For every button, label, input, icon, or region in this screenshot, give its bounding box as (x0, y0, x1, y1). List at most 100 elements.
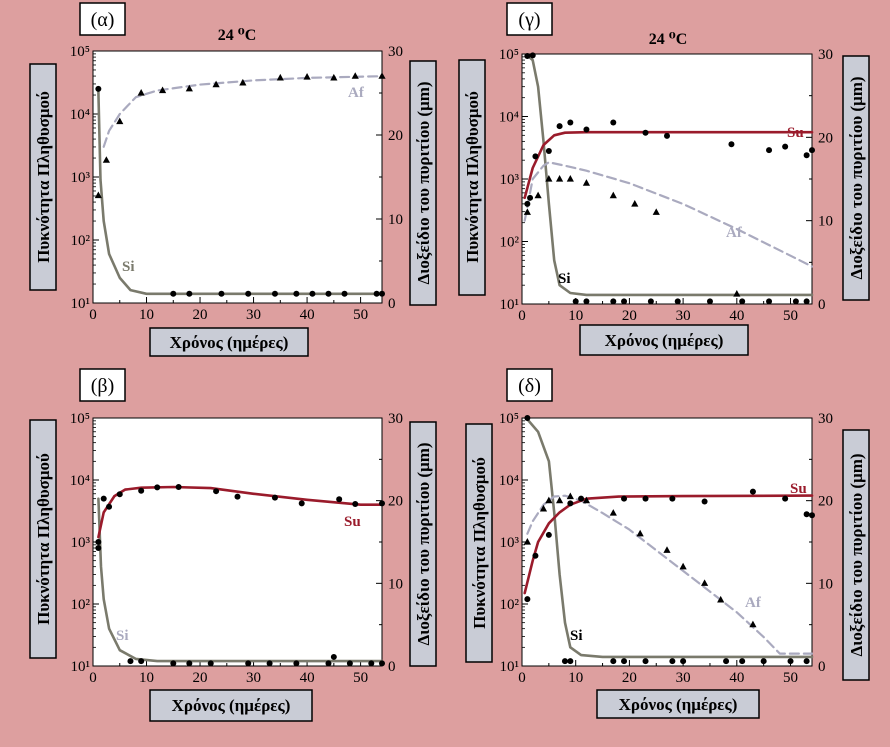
panel-label: (δ) (518, 375, 541, 397)
series-line-si (526, 418, 814, 659)
data-point-af (555, 175, 564, 182)
data-point-si (792, 298, 799, 305)
series-labels: Si Af Su (570, 481, 807, 644)
data-point-af (609, 509, 617, 516)
data-point-su (154, 484, 161, 491)
y-left-tick-label: 10³ (71, 535, 91, 551)
data-point-su (701, 498, 708, 505)
y-right-title: Διοξείδιο του πυριτίου (μm) (847, 453, 866, 656)
x-ticks: 0 10 20 30 40 50 (89, 297, 368, 323)
x-tick-label: 0 (518, 308, 526, 324)
data-point-si (138, 658, 145, 665)
x-tick-label: 40 (300, 307, 315, 323)
x-title: Χρόνος (ημέρες) (619, 695, 738, 714)
data-point-si (373, 290, 380, 297)
y-right-title: Διοξείδιο του πυριτίου (μm) (414, 442, 433, 645)
y-right-ticks: 0 10 20 30 (806, 47, 833, 313)
data-point-si (524, 52, 531, 59)
series-labels: Si Af (122, 85, 365, 275)
data-point-su (578, 495, 585, 502)
data-point-si (186, 660, 193, 667)
y-right-tick-label: 10 (388, 576, 403, 592)
x-tick-label: 50 (353, 670, 368, 686)
data-point-su (234, 493, 241, 500)
data-point-af (523, 208, 531, 215)
y-left-title: Πυκνότητα Πληθυσμού (463, 91, 482, 263)
y-left-tick-label: 10⁴ (70, 473, 90, 489)
y-right-tick-label: 20 (388, 128, 403, 144)
x-title-box (596, 689, 760, 719)
x-tick-label: 20 (622, 308, 637, 324)
data-point-su (532, 552, 539, 559)
x-title-box (149, 327, 309, 357)
data-point-si (739, 298, 746, 305)
y-right-tick-label: 0 (818, 659, 826, 675)
data-point-su (803, 511, 810, 518)
data-point-si (266, 660, 273, 667)
y-left-ticks: 10¹ 10² 10³ 10⁴ 10⁵ (499, 47, 528, 313)
data-point-af (652, 208, 660, 215)
data-point-si (529, 52, 536, 59)
data-point-af (733, 290, 741, 297)
data-point-si (325, 290, 332, 297)
panel-label: (β) (91, 375, 115, 397)
data-point-si (621, 298, 628, 305)
data-point-su (100, 495, 107, 502)
panel-label: (α) (91, 9, 115, 31)
data-point-si (325, 660, 332, 667)
x-title: Χρόνος (ημέρες) (172, 696, 291, 715)
data-point-af (545, 175, 553, 182)
x-tick-label: 50 (353, 307, 368, 323)
data-point-si (680, 658, 687, 665)
data-point-af (636, 529, 644, 537)
y-right-title-box (842, 429, 870, 681)
data-point-su (809, 512, 815, 519)
y-left-title-box (458, 59, 486, 296)
data-point-af (700, 579, 709, 586)
data-point-af (609, 191, 617, 199)
data-point-su (271, 494, 278, 501)
data-point-si (723, 658, 730, 665)
data-point-si (669, 658, 676, 665)
series-line-si (97, 497, 384, 663)
series-lines (523, 54, 814, 297)
data-point-af (545, 496, 553, 504)
series-line-su (523, 494, 814, 595)
y-left-tick-label: 10² (71, 233, 91, 249)
y-right-ticks: 0 10 20 30 (376, 44, 403, 312)
data-point-su (749, 488, 756, 495)
series-line-si (526, 54, 814, 297)
x-tick-label: 50 (783, 670, 798, 686)
data-point-su (567, 500, 574, 507)
y-left-title: Πυκνότητα Πληθυσμού (34, 453, 53, 625)
data-point-af (582, 496, 591, 504)
data-point-su (642, 495, 649, 502)
data-point-af (566, 175, 574, 182)
plot-area (521, 417, 813, 667)
panel-label: (γ) (518, 9, 540, 31)
data-point-su (138, 487, 145, 494)
x-title: Χρόνος (ημέρες) (605, 331, 724, 350)
data-point-si (95, 545, 102, 552)
series-lines (97, 75, 384, 296)
data-point-si (739, 658, 746, 665)
series-points (95, 484, 385, 667)
series-label-af: Af (726, 225, 743, 241)
series-label-si: Si (116, 628, 129, 644)
data-point-si (218, 290, 225, 297)
data-point-af (185, 84, 193, 92)
data-point-si (170, 290, 177, 297)
data-point-si (561, 658, 568, 665)
data-point-af (566, 492, 574, 500)
y-right-tick-label: 20 (388, 494, 403, 510)
data-point-si (245, 290, 252, 297)
x-tick-label: 30 (246, 307, 261, 323)
y-right-tick-label: 0 (388, 659, 396, 675)
x-tick-label: 40 (300, 670, 315, 686)
data-point-af (303, 73, 311, 80)
y-right-tick-label: 30 (388, 44, 403, 60)
y-left-tick-label: 10⁵ (499, 411, 519, 427)
data-point-su (545, 531, 552, 538)
x-tick-label: 10 (568, 308, 583, 324)
